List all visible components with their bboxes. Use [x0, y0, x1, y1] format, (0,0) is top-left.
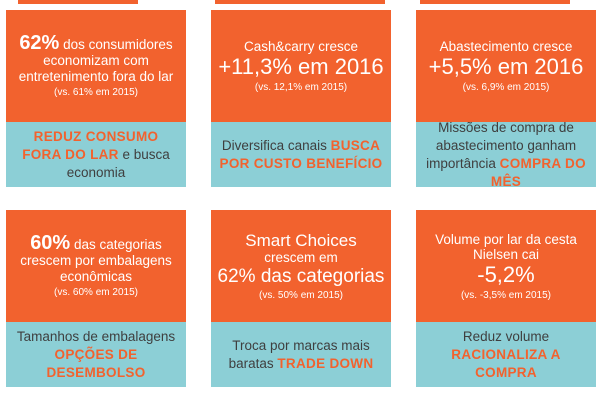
- comparison-note: (vs. 6,9% em 2015): [462, 82, 550, 93]
- header-mid: crescem em: [264, 250, 338, 265]
- card-header: 62% dos consumidores economizam com entr…: [6, 10, 186, 122]
- stat-description: das categorias crescem por embalagens ec…: [20, 236, 172, 284]
- card-footer: REDUZ CONSUMO FORA DO LAR e busca econom…: [6, 122, 186, 187]
- header-text: 60% das categorias crescem por embalagen…: [12, 231, 180, 285]
- card-footer: Tamanhos de embalagens OPÇÕES DE DESEMBO…: [6, 322, 186, 387]
- header-title: Cash&carry cresce: [243, 39, 359, 54]
- stat-percent: 62%: [19, 31, 60, 54]
- card-footer: Troca por marcas mais baratas TRADE DOWN: [211, 322, 391, 387]
- card-categories-packaging: 60% das categorias crescem por embalagen…: [6, 210, 186, 387]
- footer-highlight: BUSCA POR CUSTO BENEFÍCIO: [219, 137, 383, 171]
- comparison-note: (vs. 60% em 2015): [54, 286, 138, 298]
- footer-highlight: RACIONALIZA A COMPRA: [451, 346, 561, 380]
- header-title: Smart Choices: [245, 231, 357, 250]
- card-footer: Reduz volume RACIONALIZA A COMPRA: [416, 322, 596, 387]
- header-big-value: -5,2%: [477, 261, 535, 287]
- card-header: Cash&carry cresce +11,3% em 2016 (vs. 12…: [211, 10, 391, 122]
- header-big-value: +11,3% em 2016: [218, 54, 384, 79]
- stat-percent: 60%: [30, 231, 71, 254]
- stat-description: dos consumidores economizam com entreten…: [18, 36, 174, 84]
- header-big-value: 62% das categorias: [217, 266, 385, 287]
- footer-highlight: REDUZ CONSUMO FORA DO LAR: [22, 128, 159, 162]
- header-text: 62% dos consumidores economizam com entr…: [12, 31, 180, 85]
- comparison-note: (vs. -3,5% em 2015): [460, 289, 552, 301]
- card-header: Smart Choices crescem em 62% das categor…: [211, 210, 391, 322]
- footer-text: e busca economia: [66, 146, 170, 180]
- card-footer: Missões de compra de abastecimento ganha…: [416, 119, 596, 189]
- card-footer: Diversifica canais BUSCA POR CUSTO BENEF…: [211, 122, 391, 187]
- footer-highlight: TRADE DOWN: [277, 355, 374, 371]
- comparison-note: (vs. 50% em 2015): [259, 290, 343, 301]
- card-abastecimento: Abastecimento cresce +5,5% em 2016 (vs. …: [416, 10, 596, 189]
- header-title: Abastecimento cresce: [439, 39, 573, 54]
- card-consumers-entertainment: 62% dos consumidores economizam com entr…: [6, 10, 186, 187]
- comparison-note: (vs. 61% em 2015): [54, 86, 138, 98]
- card-header: 60% das categorias crescem por embalagen…: [6, 210, 186, 322]
- footer-text: Missões de compra de abastecimento ganha…: [426, 119, 577, 171]
- header-big-value: +5,5% em 2016: [428, 54, 584, 79]
- card-header: Abastecimento cresce +5,5% em 2016 (vs. …: [416, 10, 596, 122]
- top-accent-strokes: [0, 0, 602, 4]
- footer-text: Troca por marcas mais baratas: [228, 337, 370, 371]
- comparison-note: (vs. 12,1% em 2015): [254, 82, 348, 93]
- footer-highlight: COMPRA DO MÊS: [490, 155, 586, 189]
- card-volume-per-household: Volume por lar da cesta Nielsen cai -5,2…: [416, 210, 596, 387]
- card-header: Volume por lar da cesta Nielsen cai -5,2…: [416, 210, 596, 322]
- card-smart-choices: Smart Choices crescem em 62% das categor…: [211, 210, 391, 387]
- header-title: Volume por lar da cesta Nielsen cai: [435, 231, 577, 262]
- card-cash-carry: Cash&carry cresce +11,3% em 2016 (vs. 12…: [211, 10, 391, 187]
- footer-text: Diversifica canais: [221, 137, 327, 153]
- footer-highlight: OPÇÕES DE DESEMBOLSO: [46, 346, 146, 380]
- footer-text: Tamanhos de embalagens: [16, 328, 176, 344]
- footer-text: Reduz volume: [462, 328, 550, 344]
